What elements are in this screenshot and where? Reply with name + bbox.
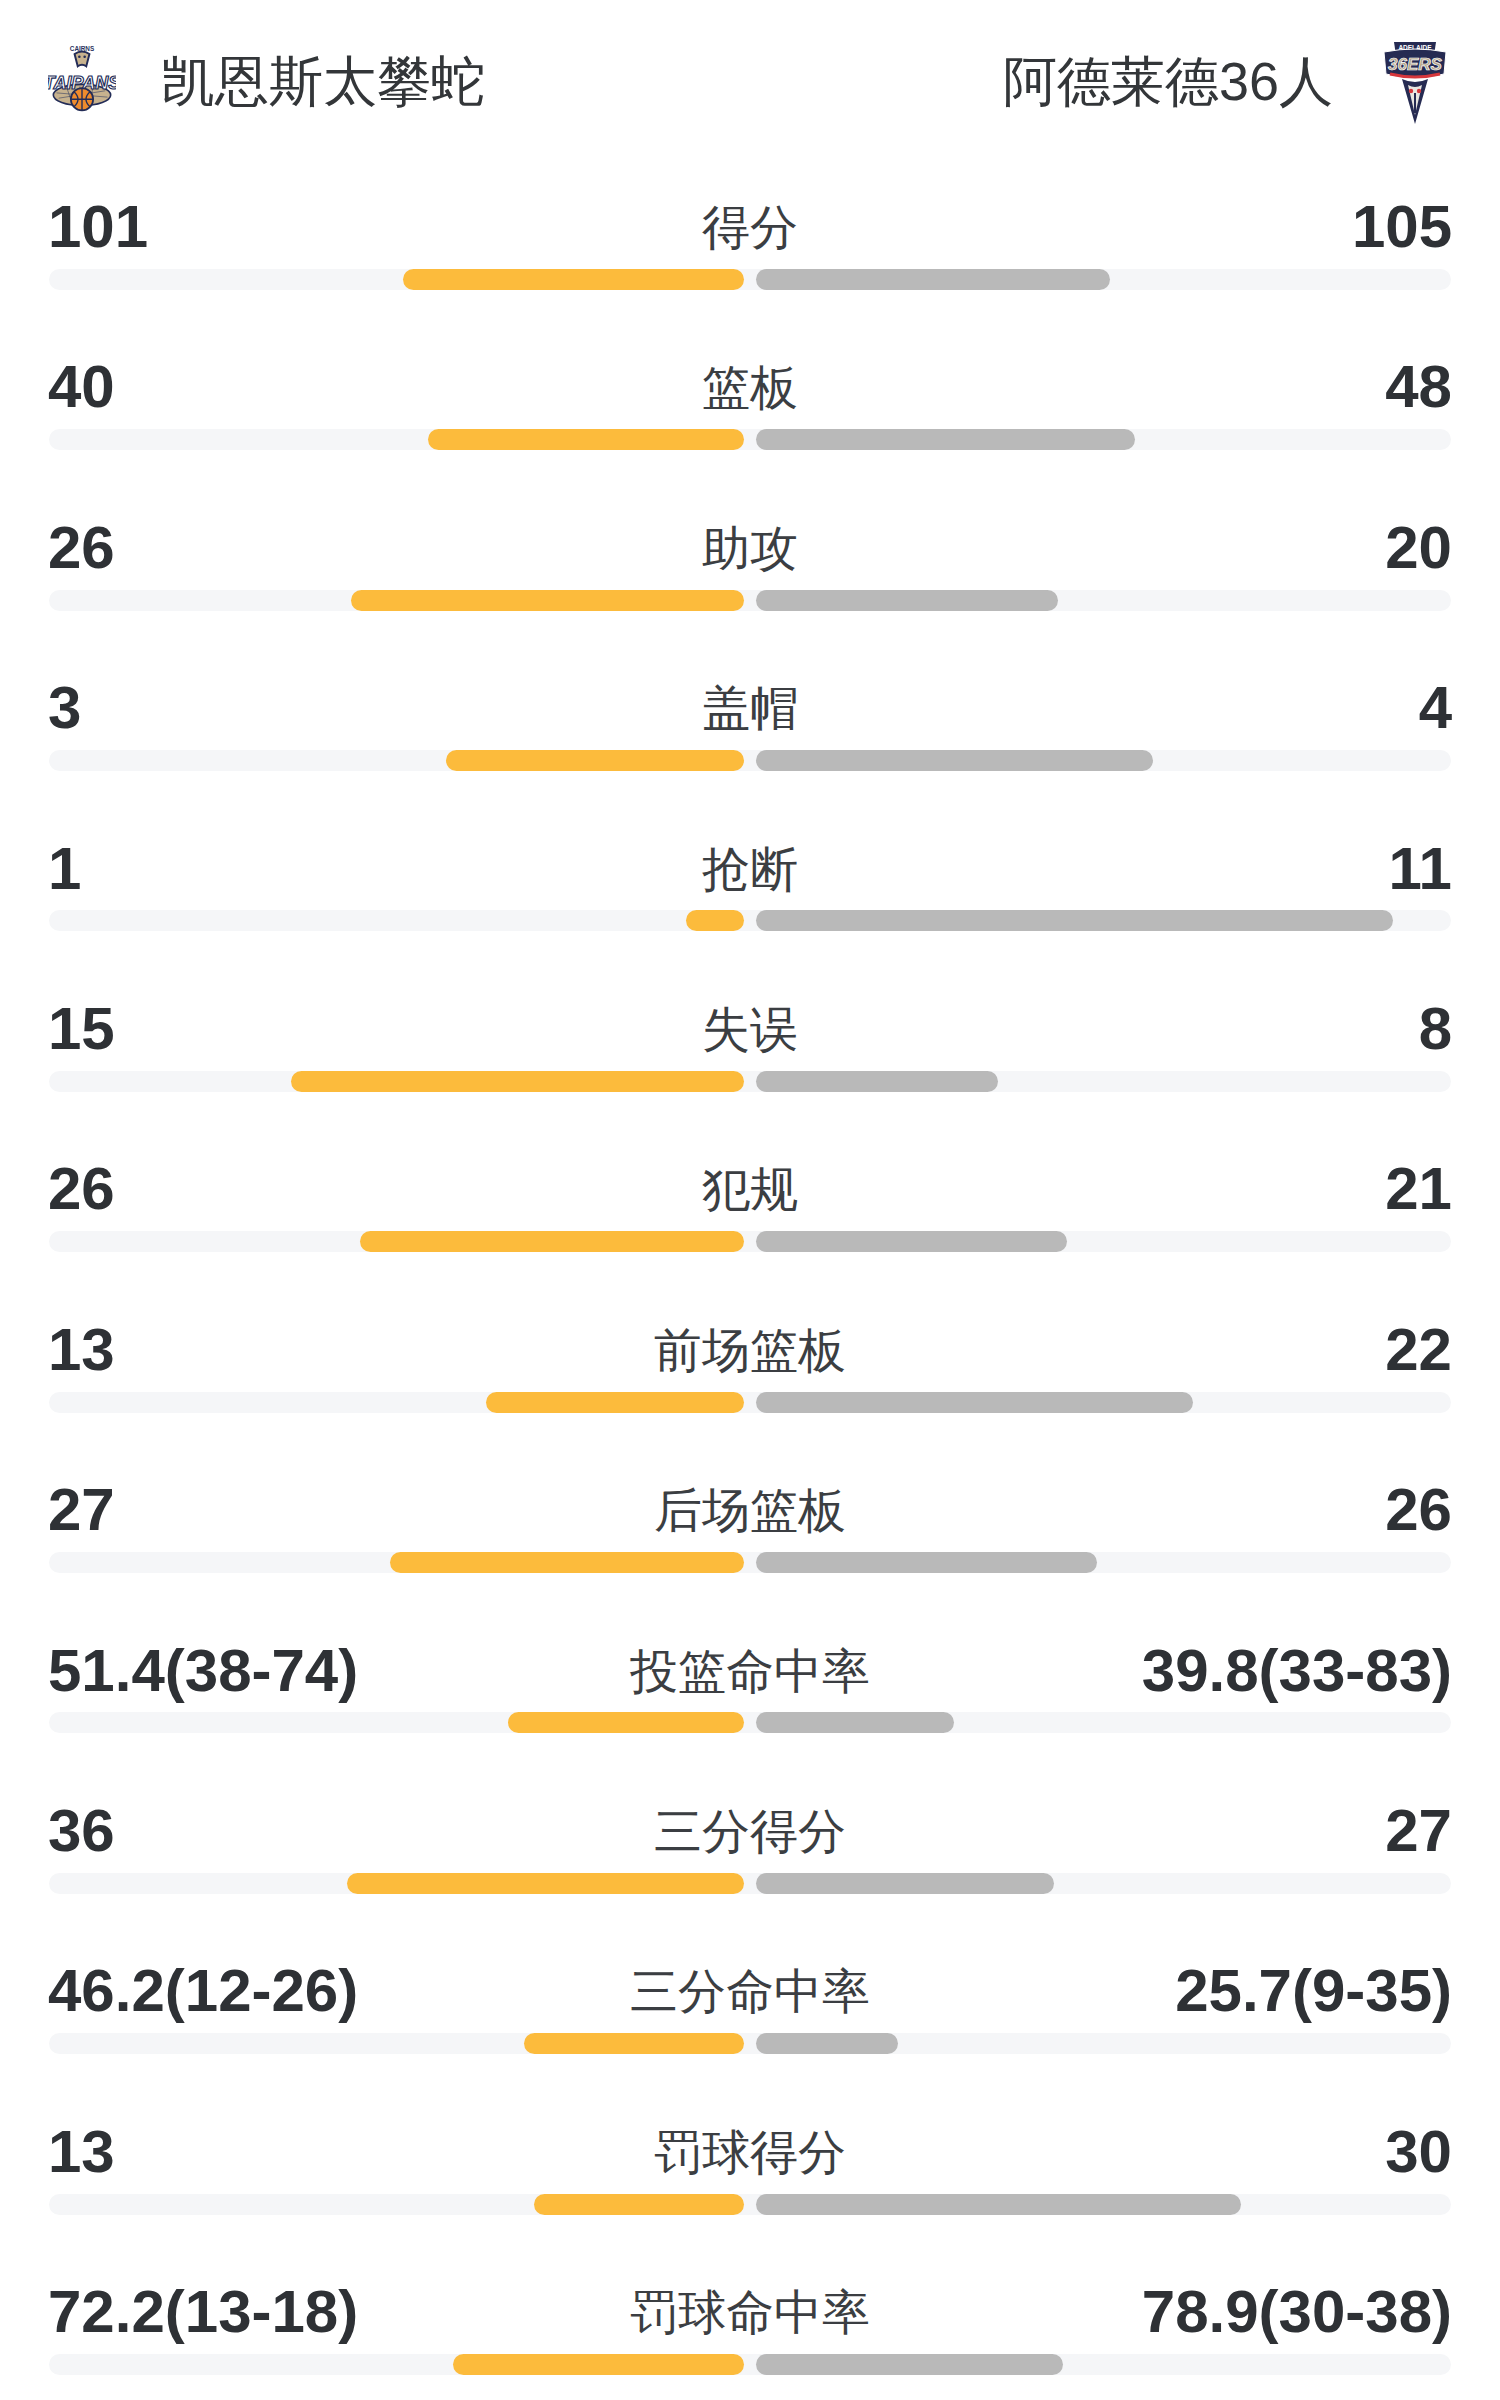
home-stat-bar	[428, 429, 744, 450]
stat-label: 得分	[0, 200, 1500, 256]
home-stat-bar	[486, 1392, 744, 1413]
away-stat-value: 20	[1385, 517, 1452, 579]
away-stat-value: 11	[1389, 838, 1452, 900]
away-stat-value: 105	[1352, 196, 1452, 258]
home-stat-bar	[534, 2194, 744, 2215]
away-stat-value: 26	[1385, 1479, 1452, 1541]
away-stat-bar	[756, 1873, 1054, 1894]
away-stat-value: 30	[1385, 2121, 1452, 2183]
home-stat-bar	[360, 1231, 745, 1252]
stat-bar-track	[49, 1231, 1451, 1252]
away-stat-bar	[756, 1392, 1193, 1413]
stat-label: 盖帽	[0, 681, 1500, 737]
away-stat-bar	[756, 1071, 998, 1092]
home-stat-bar	[347, 1873, 744, 1894]
away-stat-value: 48	[1385, 356, 1452, 418]
stat-bar-track	[49, 2354, 1451, 2375]
stat-bar-track	[49, 750, 1451, 771]
stat-row: 26助攻20	[0, 511, 1500, 671]
stat-row: 101得分105	[0, 190, 1500, 350]
away-stat-value: 22	[1385, 1319, 1452, 1381]
stat-row: 3盖帽4	[0, 671, 1500, 831]
home-stat-bar	[351, 590, 744, 611]
stat-row: 40篮板48	[0, 350, 1500, 510]
stat-label: 失误	[0, 1002, 1500, 1058]
svg-text:36ERS: 36ERS	[1388, 55, 1443, 74]
stat-row: 46.2(12-26)三分命中率25.7(9-35)	[0, 1954, 1500, 2114]
away-team-name: 阿德莱德36人	[1003, 53, 1333, 109]
away-stat-value: 4	[1419, 677, 1452, 739]
stat-label: 前场篮板	[0, 1323, 1500, 1379]
stat-bar-track	[49, 1392, 1451, 1413]
stat-label: 助攻	[0, 521, 1500, 577]
stat-row: 72.2(13-18)罚球命中率78.9(30-38)	[0, 2275, 1500, 2400]
stat-row: 1抢断11	[0, 832, 1500, 992]
stat-bar-track	[49, 1071, 1451, 1092]
home-stat-bar	[403, 269, 744, 290]
away-stat-bar	[756, 2354, 1063, 2375]
stat-label: 抢断	[0, 842, 1500, 898]
taipans-logo: CAIRNS TAIPANS	[48, 44, 116, 112]
home-stat-bar	[686, 910, 744, 931]
home-stat-bar	[291, 1071, 744, 1092]
stat-row: 27后场篮板26	[0, 1473, 1500, 1633]
stat-bar-track	[49, 2033, 1451, 2054]
stat-bar-track	[49, 910, 1451, 931]
stat-bar-track	[49, 1712, 1451, 1733]
away-stat-bar	[756, 2194, 1241, 2215]
stat-label: 罚球得分	[0, 2125, 1500, 2181]
home-stat-bar	[390, 1552, 744, 1573]
stat-label: 犯规	[0, 1162, 1500, 1218]
stat-bar-track	[49, 429, 1451, 450]
away-stat-value: 39.8(33-83)	[1142, 1640, 1452, 1702]
stat-bar-track	[49, 590, 1451, 611]
away-stat-value: 78.9(30-38)	[1142, 2281, 1452, 2343]
home-team-name: 凯恩斯太攀蛇	[161, 53, 485, 109]
away-stat-bar	[756, 2033, 898, 2054]
away-stat-bar	[756, 429, 1135, 450]
home-stat-bar	[524, 2033, 744, 2054]
away-stat-value: 8	[1419, 998, 1452, 1060]
stat-label: 三分得分	[0, 1804, 1500, 1860]
away-stat-bar	[756, 1231, 1067, 1252]
away-stat-bar	[756, 1552, 1097, 1573]
home-stat-bar	[508, 1712, 744, 1733]
match-header: CAIRNS TAIPANS 凯恩斯太攀蛇 阿德莱德36人 ADELAIDE 3…	[0, 0, 1500, 160]
home-stat-bar	[446, 750, 744, 771]
stat-bar-track	[49, 1552, 1451, 1573]
away-stat-value: 27	[1385, 1800, 1452, 1862]
away-stat-value: 25.7(9-35)	[1175, 1960, 1452, 2022]
away-stat-value: 21	[1385, 1158, 1452, 1220]
stat-label: 篮板	[0, 360, 1500, 416]
away-stat-bar	[756, 910, 1393, 931]
stats-list: 101得分10540篮板4826助攻203盖帽41抢断1115失误826犯规21…	[0, 190, 1500, 2400]
away-stat-bar	[756, 269, 1110, 290]
stat-row: 13罚球得分30	[0, 2115, 1500, 2275]
away-stat-bar	[756, 1712, 954, 1733]
stat-bar-track	[49, 1873, 1451, 1894]
stat-row: 13前场篮板22	[0, 1313, 1500, 1473]
stat-bar-track	[49, 269, 1451, 290]
stat-row: 51.4(38-74)投篮命中率39.8(33-83)	[0, 1634, 1500, 1794]
stat-label: 后场篮板	[0, 1483, 1500, 1539]
away-stat-bar	[756, 590, 1058, 611]
away-stat-bar	[756, 750, 1153, 771]
home-stat-bar	[453, 2354, 744, 2375]
stat-bar-track	[49, 2194, 1451, 2215]
stat-row: 15失误8	[0, 992, 1500, 1152]
36ers-logo: ADELAIDE 36ERS	[1378, 40, 1452, 126]
stat-row: 26犯规21	[0, 1152, 1500, 1312]
stat-row: 36三分得分27	[0, 1794, 1500, 1954]
